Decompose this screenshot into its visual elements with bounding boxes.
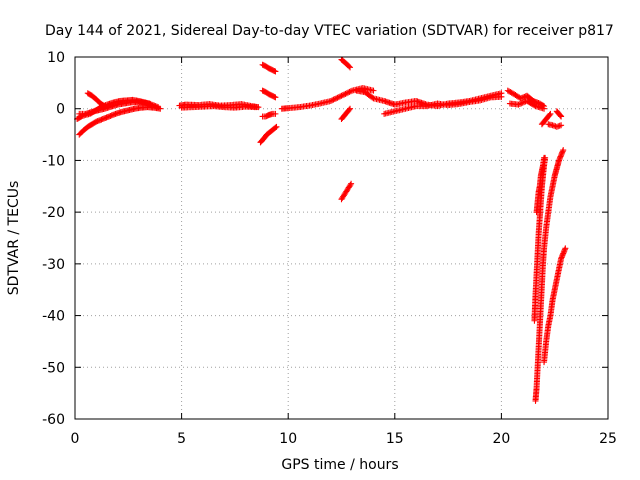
series-spike-9a [259,61,279,75]
data-point [370,87,377,94]
data-point [272,110,279,117]
x-tick-label: 5 [177,431,186,447]
series-spike-9b [259,87,279,101]
series-mid-c [278,85,377,112]
data-point [498,93,505,100]
data-point [369,94,376,101]
y-tick-label: -40 [42,309,65,325]
data-point [348,180,355,187]
series-late-e [538,110,554,128]
data-point [508,89,515,96]
series-drop-b [531,154,549,324]
data-point [519,99,526,106]
data-point [562,245,569,252]
data-point [157,105,164,112]
grid-layer [75,57,608,419]
x-tick-label: 20 [492,431,510,447]
data-point [337,93,344,100]
series-late-f [545,121,565,130]
data-point [346,88,353,95]
data-point [343,90,350,97]
x-axis-label: GPS time / hours [281,457,398,473]
data-point [558,122,565,129]
data-point [504,87,511,94]
data-point [346,106,353,113]
data-point [345,89,352,96]
data-point [334,94,341,101]
data-point [541,105,548,112]
x-tick-label: 15 [386,431,404,447]
series-late-d [506,97,548,112]
data-point [342,90,349,97]
data-point [331,96,338,103]
y-tick-label: -50 [42,360,65,376]
data-point [531,102,538,109]
data-point [515,101,522,108]
data-point [347,181,354,188]
chart-title: Day 144 of 2021, Sidereal Day-to-day VTE… [45,23,614,39]
y-tick-label: -20 [42,205,65,221]
series-mid-b [176,101,262,111]
series-late-b [381,93,505,117]
series-spike-12c [338,180,355,203]
data-point [558,113,565,120]
data-point [560,147,567,154]
y-tick-label: -10 [42,153,65,169]
data-point [516,100,523,107]
series-early-d [76,98,153,117]
data-point [506,88,513,95]
data-point [557,112,564,119]
data-point [546,111,553,118]
x-tick-label: 25 [599,431,617,447]
data-point [542,154,549,161]
series-spike-9c [259,110,279,120]
marks-layer [74,56,569,404]
y-tick-label: 0 [56,102,65,118]
data-point [347,105,354,112]
data-point [330,96,337,103]
series-drop-d [541,245,569,366]
data-point [347,88,354,95]
series-early-b [76,104,164,138]
data-point [518,100,525,107]
data-point [146,100,153,107]
x-tick-label: 10 [279,431,297,447]
data-point [273,123,280,130]
data-point [345,63,352,70]
data-point [327,97,334,104]
data-point [272,94,279,101]
data-point [507,89,514,96]
data-point [272,124,279,131]
series-early-c [84,90,108,110]
plot-frame [74,56,609,420]
series-late-g [553,108,565,120]
x-tick-label: 0 [71,431,80,447]
data-point [335,94,342,101]
data-point [329,97,336,104]
ticks-layer: 0 5 10 15 20 25 -60 -50 -40 -30 -20 -10 0 10 [42,50,617,447]
y-tick-label: -60 [42,412,65,428]
series-spike-12b [338,105,354,123]
data-point [338,92,345,99]
data-point [255,104,262,111]
data-point [272,68,279,75]
data-point [347,64,354,71]
series-drop-c [532,147,567,404]
series-spike-9d [257,123,280,146]
y-tick-label: -30 [42,257,65,273]
series-spike-12a [338,56,354,71]
data-point [341,91,348,98]
data-point [333,95,340,102]
y-axis-label: SDTVAR / TECUs [6,181,22,296]
data-point [547,110,554,117]
y-tick-label: 10 [47,50,65,66]
data-point [339,92,346,99]
